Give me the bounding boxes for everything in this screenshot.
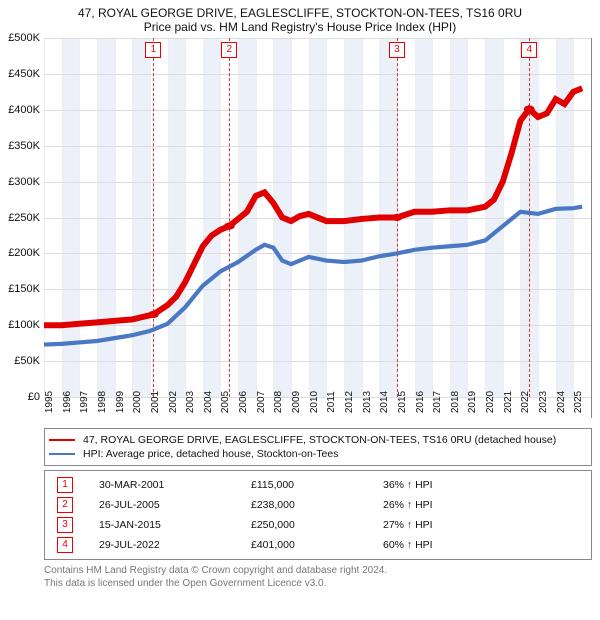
event-delta: 26% ↑ HPI [377,495,585,515]
x-tick-label: 1995 [44,391,60,413]
x-tick-label: 2009 [291,391,307,413]
table-row: 4 29-JUL-2022£401,00060% ↑ HPI [51,535,585,555]
y-tick-label: £250K [0,212,40,224]
x-tick-label: 2016 [415,391,431,413]
plot-area: £0£50K£100K£150K£200K£250K£300K£350K£400… [44,38,591,398]
attribution-line-2: This data is licensed under the Open Gov… [44,577,592,590]
event-date: 30-MAR-2001 [93,475,245,495]
event-number: 2 [57,497,73,513]
event-dot [148,311,159,318]
x-tick-label: 2022 [520,391,536,413]
event-number: 4 [57,537,73,553]
y-tick-label: £50K [0,355,40,367]
x-tick-label: 2012 [344,391,360,413]
y-tick-label: £300K [0,176,40,188]
x-tick-label: 2017 [432,391,448,413]
chart-subtitle: Price paid vs. HM Land Registry's House … [0,20,600,38]
x-tick-label: 2004 [203,391,219,413]
x-tick-label: 2010 [309,391,325,413]
x-tick-label: 2001 [150,391,166,413]
y-tick-label: £0 [0,391,40,403]
legend-item: HPI: Average price, detached house, Stoc… [49,447,587,461]
legend: 47, ROYAL GEORGE DRIVE, EAGLESCLIFFE, ST… [44,428,592,466]
event-price: £238,000 [245,495,377,515]
x-tick-label: 2018 [450,391,466,413]
attribution-line-1: Contains HM Land Registry data © Crown c… [44,564,592,577]
event-price: £115,000 [245,475,377,495]
event-price: £401,000 [245,535,377,555]
event-dot [391,214,402,221]
x-tick-label: 2007 [256,391,272,413]
events-table: 1 30-MAR-2001£115,00036% ↑ HPI 2 26-JUL-200… [44,470,592,560]
legend-item: 47, ROYAL GEORGE DRIVE, EAGLESCLIFFE, ST… [49,433,587,447]
x-tick-label: 2005 [220,391,236,413]
chart-area: £0£50K£100K£150K£200K£250K£300K£350K£400… [44,38,592,418]
event-number: 1 [57,477,73,493]
x-tick-label: 2008 [273,391,289,413]
event-date: 15-JAN-2015 [93,515,245,535]
x-tick-label: 2023 [538,391,554,413]
event-delta: 27% ↑ HPI [377,515,585,535]
x-tick-label: 1999 [115,391,131,413]
event-date: 29-JUL-2022 [93,535,245,555]
x-tick-label: 2020 [485,391,501,413]
x-tick-label: 2000 [132,391,148,413]
event-price: £250,000 [245,515,377,535]
attribution: Contains HM Land Registry data © Crown c… [44,564,592,590]
event-delta: 60% ↑ HPI [377,535,585,555]
x-tick-label: 2006 [238,391,254,413]
chart-title: 47, ROYAL GEORGE DRIVE, EAGLESCLIFFE, ST… [0,0,600,20]
line-canvas [44,38,591,397]
y-tick-label: £150K [0,283,40,295]
x-tick-label: 2003 [185,391,201,413]
table-row: 1 30-MAR-2001£115,00036% ↑ HPI [51,475,585,495]
x-tick-label: 2014 [379,391,395,413]
table-row: 2 26-JUL-2005£238,00026% ↑ HPI [51,495,585,515]
x-tick-label: 1997 [79,391,95,413]
x-tick-label: 1996 [62,391,78,413]
x-tick-label: 2011 [326,391,342,413]
y-tick-label: £450K [0,68,40,80]
series-hpi [44,207,582,345]
x-axis: 1995199619971998199920002001200220032004… [44,398,591,418]
series-price [44,88,582,325]
x-tick-label: 2015 [397,391,413,413]
legend-label: HPI: Average price, detached house, Stoc… [83,448,338,460]
table-row: 3 15-JAN-2015£250,00027% ↑ HPI [51,515,585,535]
y-tick-label: £500K [0,32,40,44]
y-tick-label: £200K [0,247,40,259]
legend-label: 47, ROYAL GEORGE DRIVE, EAGLESCLIFFE, ST… [83,434,556,446]
x-tick-label: 2013 [362,391,378,413]
event-number: 3 [57,517,73,533]
y-tick-label: £100K [0,319,40,331]
x-tick-label: 2019 [467,391,483,413]
x-tick-label: 2002 [168,391,184,413]
y-tick-label: £350K [0,140,40,152]
x-tick-label: 2021 [503,391,519,413]
event-dot [524,105,535,112]
event-dot [224,223,235,230]
event-delta: 36% ↑ HPI [377,475,585,495]
x-tick-label: 1998 [97,391,113,413]
x-tick-label: 2025 [573,391,589,413]
x-tick-label: 2024 [556,391,572,413]
event-date: 26-JUL-2005 [93,495,245,515]
y-tick-label: £400K [0,104,40,116]
